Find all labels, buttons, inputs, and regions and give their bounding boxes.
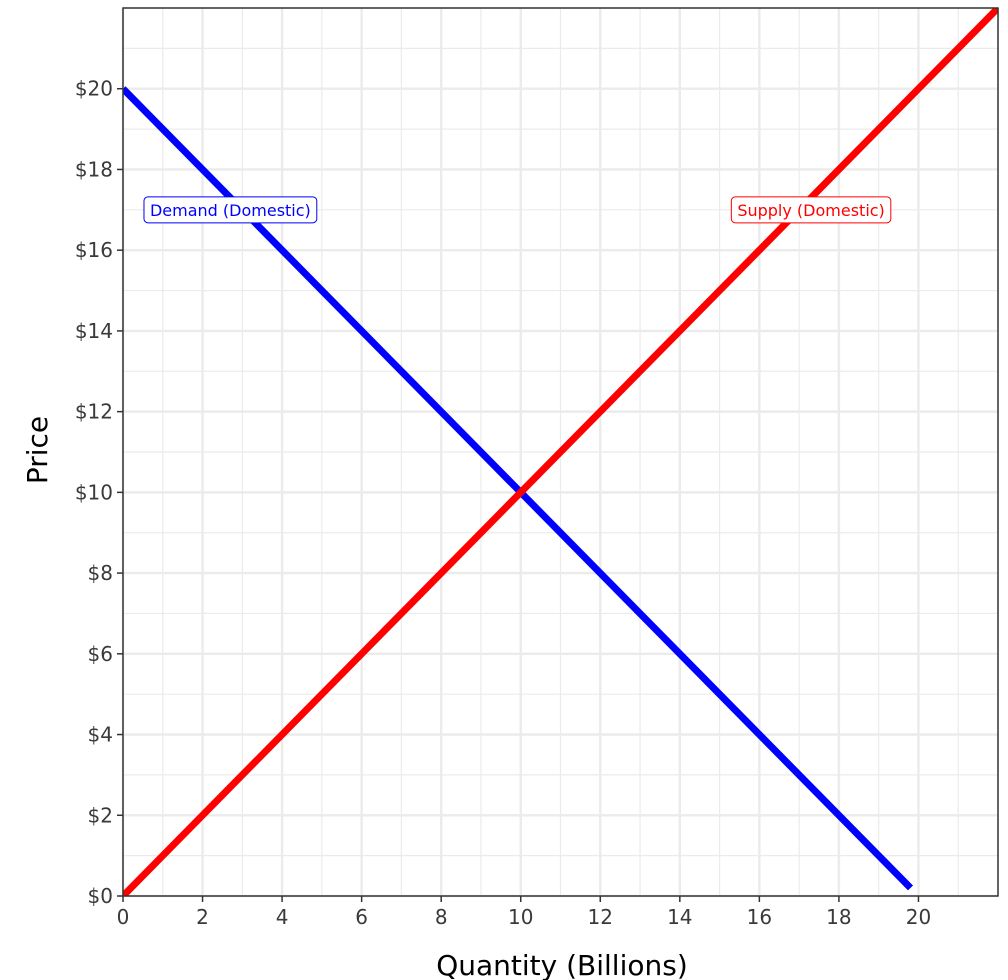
y-tick-label: $2 [88,803,113,827]
x-tick-label: 0 [117,905,130,929]
x-tick-label: 20 [906,905,931,929]
series-label-text: Supply (Domestic) [737,201,884,220]
supply-line [123,8,998,896]
panel-border [122,7,999,897]
y-tick-label: $4 [88,723,113,747]
y-tick-label: $16 [75,238,113,262]
y-tick-label: $20 [75,77,113,101]
series-label-box [730,196,892,224]
y-tick-label: $6 [88,642,113,666]
series-label-text: Demand (Domestic) [150,201,311,220]
x-tick-label: 18 [826,905,851,929]
axes: 0 2 4 6 8 10 12 14 16 18 20 $0 $2 $4 $6 $8 $10 $12 $14 $16 $… [75,7,999,929]
y-tick-label: $10 [75,480,113,504]
x-tick-label: 12 [588,905,613,929]
y-tick-label: $14 [75,319,113,343]
y-tick-label: $18 [75,157,113,181]
demand-label: Demand (Domestic) [143,196,318,224]
x-tick-label: 6 [355,905,368,929]
x-tick-label: 4 [276,905,289,929]
y-tick-label: $8 [88,561,113,585]
x-tick-label: 10 [508,905,533,929]
x-tick-label: 8 [435,905,448,929]
x-tick-label: 16 [747,905,772,929]
x-axis-title: Quantity (Billions) [436,949,688,980]
series-labels: Demand (Domestic) Supply (Domestic) [143,196,892,224]
x-tick-label: 2 [196,905,209,929]
y-axis-title: Price [21,416,54,484]
x-tick-label: 14 [667,905,692,929]
y-tick-label: $0 [88,884,113,908]
y-tick-label: $12 [75,400,113,424]
supply-label: Supply (Domestic) [730,196,892,224]
series-label-box [143,196,318,224]
